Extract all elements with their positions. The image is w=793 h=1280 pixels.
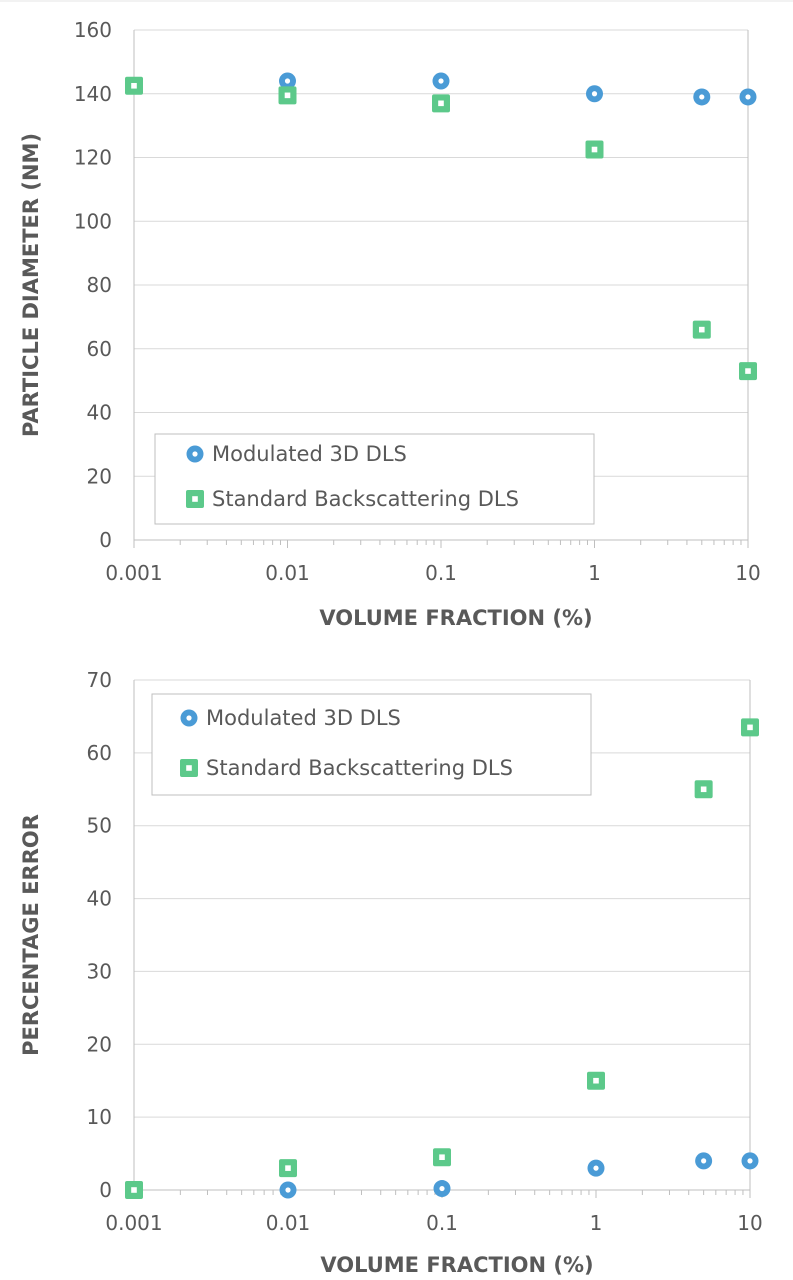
y-tick-label: 20	[87, 1032, 112, 1056]
y-tick-label: 160	[74, 18, 112, 42]
data-point-center	[745, 94, 751, 100]
data-point-center	[285, 1165, 291, 1171]
series-modulated-3d-dls	[279, 72, 757, 106]
data-point-center	[439, 1154, 445, 1161]
data-point-center	[438, 78, 444, 84]
series-modulated-3d-dls	[279, 1152, 759, 1199]
data-point-center	[591, 91, 598, 97]
data-point-center	[747, 724, 753, 731]
legend-label: Modulated 3D DLS	[206, 706, 401, 730]
x-tick-label: 10	[737, 1211, 762, 1235]
y-tick-label: 120	[74, 146, 112, 170]
data-point-center	[699, 94, 705, 100]
y-tick-label: 100	[74, 209, 112, 233]
x-tick-label: 0.01	[266, 1211, 311, 1235]
legend-box	[151, 693, 592, 796]
data-point-center	[284, 78, 291, 84]
legend-label: Standard Backscattering DLS	[212, 487, 519, 511]
x-tick-label: 0.1	[425, 561, 457, 585]
x-axis-title: VOLUME FRACTION (%)	[320, 1253, 593, 1277]
y-tick-label: 60	[87, 741, 112, 765]
y-tick-label: 50	[87, 814, 112, 838]
x-axis-title: VOLUME FRACTION (%)	[319, 606, 592, 630]
data-point-center	[700, 786, 707, 793]
data-point-center	[698, 326, 705, 333]
diameter-chart: 0 20 40 60 80 100 120 140 160 0.001 0.01 0.1 1 10 VOLU…	[19, 18, 761, 630]
series-standard-backscattering-dls	[125, 76, 757, 381]
y-tick-label: 70	[87, 668, 112, 692]
legend-label: Modulated 3D DLS	[212, 442, 407, 466]
x-tick-label: 0.001	[105, 1211, 162, 1235]
y-tick-label: 10	[87, 1105, 112, 1129]
y-tick-label: 80	[87, 273, 112, 297]
data-point-center	[131, 82, 137, 89]
error-chart: 0 10 20 30 40 50 60 70 0.001 0.01 0.1 1 10 VOLUME FRA…	[19, 668, 763, 1277]
y-axis-title: PARTICLE DIAMETER (NM)	[19, 133, 43, 437]
legend-marker-center	[186, 765, 192, 771]
y-tick-label: 40	[87, 401, 112, 425]
data-point-center	[131, 1187, 137, 1193]
data-point-center	[285, 1187, 291, 1193]
legend-box	[154, 433, 595, 525]
data-point-center	[745, 368, 751, 374]
data-point-center	[439, 1185, 445, 1192]
y-axis-title: PERCENTAGE ERROR	[19, 814, 43, 1056]
legend-label: Standard Backscattering DLS	[206, 756, 513, 780]
x-tick-label: 0.001	[105, 561, 162, 585]
data-point-center	[438, 100, 444, 107]
data-point-center	[284, 92, 291, 99]
legend-marker-center	[192, 496, 198, 502]
data-point-center	[591, 146, 598, 153]
x-tick-label: 1	[588, 561, 601, 585]
y-tick-label: 140	[74, 82, 112, 106]
data-point-center	[593, 1165, 599, 1171]
y-tick-label: 30	[87, 959, 112, 983]
y-tick-label: 20	[87, 464, 112, 488]
x-tick-label: 10	[735, 561, 760, 585]
x-tick-label: 0.01	[265, 561, 310, 585]
legend: Modulated 3D DLS Standard Backscattering …	[154, 433, 595, 525]
legend-marker-center	[186, 715, 192, 721]
series-standard-backscattering-dls	[125, 718, 759, 1199]
legend: Modulated 3D DLS Standard Backscattering …	[151, 693, 592, 796]
data-point-center	[747, 1158, 753, 1164]
y-tick-label: 40	[87, 887, 112, 911]
legend-marker-center	[192, 451, 198, 457]
y-tick-label: 60	[87, 337, 112, 361]
x-tick-label: 1	[590, 1211, 603, 1235]
x-tick-label: 0.1	[426, 1211, 458, 1235]
data-point-center	[701, 1158, 707, 1164]
y-tick-label: 0	[99, 528, 112, 552]
data-point-center	[593, 1077, 599, 1084]
y-tick-label: 0	[99, 1178, 112, 1202]
